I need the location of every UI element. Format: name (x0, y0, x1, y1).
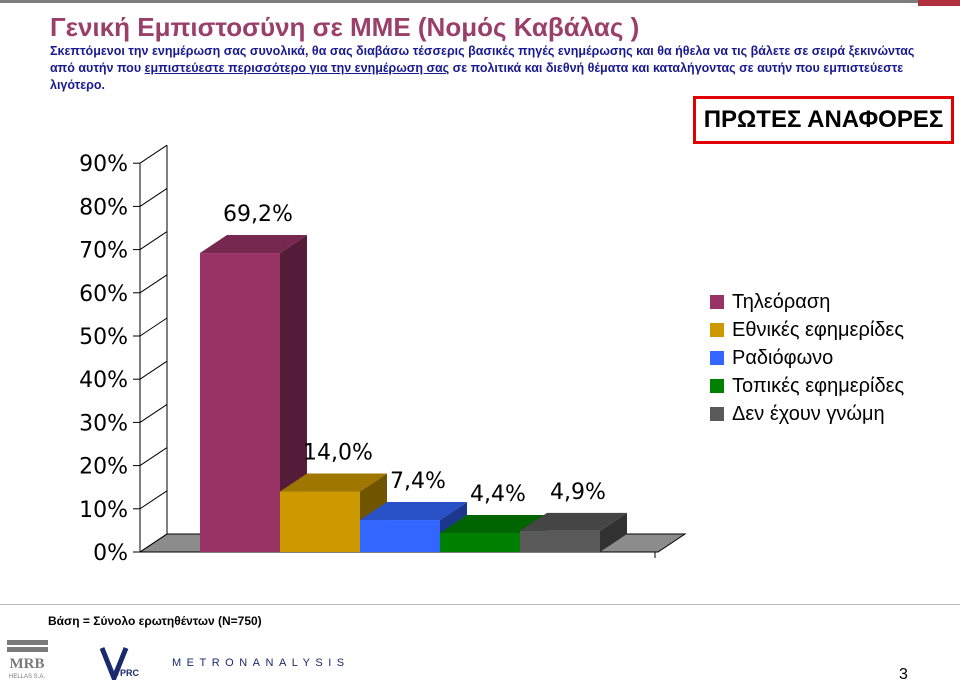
top-rule-accent (918, 0, 960, 6)
y-tick-label: 0% (93, 541, 128, 566)
legend-swatch (710, 379, 724, 393)
bar-4 (440, 532, 520, 552)
bar-1 (200, 253, 280, 552)
legend-label: Εθνικές εφημερίδες (732, 318, 904, 341)
y-tick-label: 20% (79, 455, 128, 480)
y-tick-label: 90% (79, 152, 128, 177)
y-tick-label: 30% (79, 411, 128, 436)
question-text-end: σε πολιτικά και διεθνή θέματα και καταλή… (50, 61, 904, 92)
legend-label: Ραδιόφωνο (732, 346, 834, 369)
legend-swatch (710, 323, 724, 337)
legend-label: Τοπικές εφημερίδες (732, 374, 905, 397)
bar-top (280, 473, 387, 492)
bar-top (360, 502, 467, 521)
mrb-logo-text: MRB (10, 656, 45, 672)
chart-legend: Τηλεόραση Εθνικές εφημερίδες Ραδιόφωνο Τοπι… (710, 288, 904, 428)
bar-side (600, 512, 627, 552)
y-tick-label: 10% (79, 498, 128, 523)
bar-top (440, 514, 547, 533)
y-depth-tick (139, 144, 168, 164)
y-depth-tick (139, 533, 168, 553)
base-note: Βάση = Σύνολο ερωτηθέντων (N=750) (48, 614, 262, 628)
y-depth-tick (139, 360, 168, 380)
y-tick-label: 60% (79, 282, 128, 307)
trust-bar-chart: 0% 10% 20% 30% 40% 50% 60% 70% 80% 90% 69,2% 14,0% 7… (79, 144, 687, 566)
vprc-logo: VPRC (100, 647, 140, 680)
y-tick-label: 70% (79, 239, 128, 264)
y-tick-label: 80% (79, 195, 128, 220)
bar-2 (280, 491, 360, 552)
data-label: 14,0% (303, 441, 373, 466)
question-text: Σκεπτόμενοι την ενημέρωση σας συνολικά, … (50, 43, 930, 94)
y-depth-tick (139, 403, 168, 423)
bar-side (280, 235, 307, 552)
bar-top (200, 235, 307, 254)
legend-item: Δεν έχουν γνώμη (710, 400, 904, 428)
metron-analysis-logo: METRONANALYSIS (172, 657, 350, 669)
legend-item: Εθνικές εφημερίδες (710, 316, 904, 344)
bar-top (520, 512, 627, 531)
bar-3 (360, 520, 440, 552)
page-title: Γενική Εμπιστοσύνη σε ΜΜΕ (Νομός Καβάλας… (50, 12, 640, 42)
legend-item: Τηλεόραση (710, 288, 904, 316)
bar-5 (520, 530, 600, 552)
data-label: 4,9% (550, 480, 606, 505)
mrb-logo-subtext: HELLAS S.A. (9, 674, 45, 680)
legend-swatch (710, 295, 724, 309)
mrb-logo: MRB HELLAS S.A. (7, 640, 48, 680)
data-label: 69,2% (223, 202, 293, 227)
vprc-logo-text: VPRC (114, 668, 140, 678)
y-depth-tick (139, 447, 168, 467)
y-depth-tick (139, 231, 168, 251)
first-mentions-badge: ΠΡΩΤΕΣ ΑΝΑΦΟΡΕΣ (693, 96, 954, 144)
y-depth-tick (139, 187, 168, 207)
y-depth-tick (139, 274, 168, 294)
legend-swatch (710, 407, 724, 421)
legend-item: Τοπικές εφημερίδες (710, 372, 904, 400)
y-tick-label: 40% (79, 368, 128, 393)
legend-label: Δεν έχουν γνώμη (732, 402, 885, 425)
legend-item: Ραδιόφωνο (710, 344, 904, 372)
y-tick-label: 50% (79, 325, 128, 350)
legend-swatch (710, 351, 724, 365)
page-number: 3 (899, 666, 908, 683)
y-depth-tick (139, 317, 168, 337)
y-depth-tick (139, 490, 168, 510)
question-text-underlined: εμπιστεύεστε περισσότερο για την ενημέρω… (144, 61, 450, 75)
question-text-start: Σκεπτόμενοι την ενημέρωση σας συνολικά, … (50, 44, 915, 75)
data-label: 7,4% (390, 469, 446, 494)
top-rule (0, 0, 960, 3)
footer-rule (0, 604, 960, 605)
data-label: 4,4% (470, 482, 526, 507)
legend-label: Τηλεόραση (732, 290, 831, 313)
